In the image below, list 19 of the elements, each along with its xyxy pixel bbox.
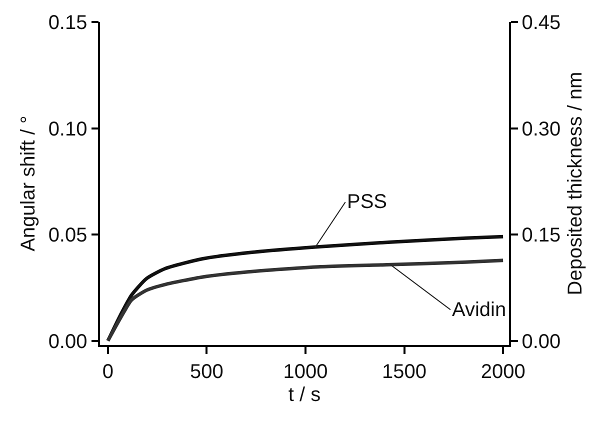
x-tick-label: 1500 (382, 360, 427, 383)
y2-tick-label: 0.30 (522, 118, 561, 140)
x-axis-title: t / s (288, 384, 321, 406)
y2-tick-label: 0.00 (522, 330, 561, 353)
y-tick-label: 0.15 (48, 12, 88, 34)
y2-axis-title: Deposited thickness / nm (564, 72, 587, 296)
x-tick-label: 0 (102, 360, 114, 383)
x-tick-label: 500 (190, 360, 224, 383)
y-axis-title: Angular shift / ° (17, 116, 40, 252)
y-tick-label: 0.00 (48, 330, 88, 353)
line-series (106, 258, 505, 342)
y2-tick-label: 0.15 (522, 224, 561, 246)
y-tick-label: 0.05 (48, 224, 88, 246)
series-label: PSS (347, 191, 388, 213)
y-tick-label: 0.10 (48, 118, 88, 140)
series-label: Avidin (452, 299, 506, 321)
x-tick-label: 1000 (283, 360, 328, 383)
y2-tick-label: 0.45 (522, 12, 561, 34)
x-tick-label: 2000 (480, 360, 526, 383)
